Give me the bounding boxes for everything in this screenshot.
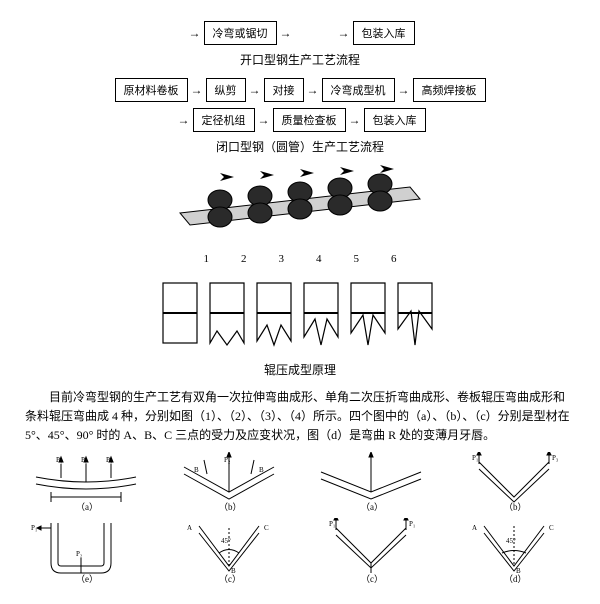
flow-box: 对接 bbox=[264, 78, 304, 102]
stage-num: 5 bbox=[354, 253, 360, 265]
body-paragraph: 目前冷弯型钢的生产工艺有双角一次拉伸弯曲成形、单角二次压折弯曲成形、卷板辊压弯曲… bbox=[25, 388, 575, 446]
label-p: P₂ bbox=[76, 550, 83, 558]
sub-label: （b） bbox=[504, 502, 527, 512]
arrow-icon: → bbox=[304, 83, 322, 98]
diagram-b: P₂ B B （b） bbox=[169, 452, 289, 512]
label-b: B bbox=[194, 466, 199, 474]
flow-box: 纵剪 bbox=[206, 78, 246, 102]
diagrams-row-2: P₁ P₂ （e） 45° A C B （c） P₁ P₁ （c） bbox=[15, 518, 585, 583]
sub-label: （c） bbox=[361, 574, 383, 583]
arrow-icon: → bbox=[255, 113, 273, 128]
label-p: P₁ bbox=[409, 520, 415, 528]
diagram-d: 45° A C B （d） bbox=[454, 518, 574, 583]
sub-label: （a） bbox=[76, 502, 98, 512]
label-b: B bbox=[259, 466, 264, 474]
label-p: P₂ bbox=[224, 456, 231, 464]
label-p: P₂ bbox=[81, 456, 88, 464]
stage-num: 3 bbox=[279, 253, 285, 265]
flow2-row1: 原材料卷板 → 纵剪 → 对接 → 冷弯成型机 → 高频焊接板 bbox=[15, 78, 585, 102]
flow-box: 高频焊接板 bbox=[413, 78, 486, 102]
stage-num: 1 bbox=[204, 253, 210, 265]
diagram-b2: P₁ P₃ （b） bbox=[454, 452, 574, 512]
stage-numbers: 1 2 3 4 5 6 bbox=[15, 253, 585, 265]
label-p: P₁ bbox=[56, 456, 62, 464]
sub-label: （a） bbox=[361, 502, 383, 512]
diagram-c: 45° A C B （c） bbox=[169, 518, 289, 583]
label-c: C bbox=[264, 524, 269, 532]
arrow-icon: → bbox=[335, 26, 353, 41]
label-angle: 45° bbox=[221, 537, 231, 545]
diagrams-row-1: P₁ P₂ P₃ （a） P₂ B B （b） （a） bbox=[15, 452, 585, 512]
label-c: C bbox=[549, 524, 554, 532]
diagram-a: P₁ P₂ P₃ （a） bbox=[26, 452, 146, 512]
label-p: P₁ bbox=[329, 520, 335, 528]
stage-num: 2 bbox=[241, 253, 247, 265]
label-angle: 45° bbox=[506, 537, 516, 545]
profile-svg bbox=[155, 273, 445, 353]
sub-label: （d） bbox=[504, 574, 527, 583]
arrow-icon: → bbox=[186, 26, 204, 41]
flow-box: 冷弯成型机 bbox=[322, 78, 395, 102]
flow-box: 包装入库 bbox=[364, 108, 426, 132]
diagram-e: P₁ P₂ （e） bbox=[26, 518, 146, 583]
flow-box: 质量检查板 bbox=[273, 108, 346, 132]
stage-num: 6 bbox=[391, 253, 397, 265]
arrow-icon: → bbox=[395, 83, 413, 98]
sub-label: （b） bbox=[219, 502, 242, 512]
diagram-c2: P₁ P₁ （c） bbox=[311, 518, 431, 583]
sub-label: （c） bbox=[219, 574, 241, 583]
arrow-icon: → bbox=[188, 83, 206, 98]
flow1-row: → 冷弯或锯切 → → 包装入库 bbox=[15, 21, 585, 45]
arrow-icon: → bbox=[246, 83, 264, 98]
flow2-caption: 闭口型钢（圆管）生产工艺流程 bbox=[15, 138, 585, 155]
flow2-row2: → 定径机组 → 质量检查板 → 包装入库 bbox=[15, 108, 585, 132]
sub-label: （e） bbox=[76, 574, 98, 583]
stage-num: 4 bbox=[316, 253, 322, 265]
flow-box: 冷弯或锯切 bbox=[204, 21, 277, 45]
roller-caption: 辊压成型原理 bbox=[15, 361, 585, 378]
label-p: P₁ bbox=[31, 524, 37, 532]
arrow-icon: → bbox=[277, 26, 295, 41]
roller-svg bbox=[170, 165, 430, 245]
label-p: P₁ bbox=[472, 454, 478, 462]
diagram-a2: （a） bbox=[311, 452, 431, 512]
label-p: P₃ bbox=[106, 456, 113, 464]
flow-box: 定径机组 bbox=[193, 108, 255, 132]
flow-box: 包装入库 bbox=[353, 21, 415, 45]
label-a: A bbox=[472, 524, 477, 532]
arrow-icon: → bbox=[175, 113, 193, 128]
arrow-icon: → bbox=[346, 113, 364, 128]
label-a: A bbox=[187, 524, 192, 532]
flow1-caption: 开口型钢生产工艺流程 bbox=[15, 51, 585, 68]
roller-figure bbox=[15, 165, 585, 245]
label-p: P₃ bbox=[552, 454, 559, 462]
profile-figure bbox=[15, 273, 585, 353]
flow-box: 原材料卷板 bbox=[115, 78, 188, 102]
